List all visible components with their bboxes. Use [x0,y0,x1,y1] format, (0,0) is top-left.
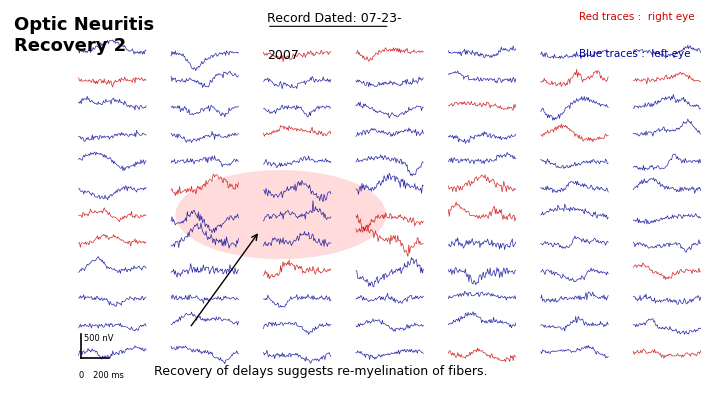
Text: 200 ms: 200 ms [94,371,125,379]
Text: Record Dated: 07-23-: Record Dated: 07-23- [267,12,401,25]
Ellipse shape [176,170,386,259]
Text: 500 nV: 500 nV [84,334,114,343]
Text: 2007: 2007 [267,49,299,62]
Text: Optic Neuritis
Recovery 2: Optic Neuritis Recovery 2 [14,16,154,55]
Text: Blue traces :  left eye: Blue traces : left eye [579,49,690,59]
Text: Red traces :  right eye: Red traces : right eye [579,12,695,22]
Text: 0: 0 [78,371,84,379]
Text: Recovery of delays suggests re-myelination of fibers.: Recovery of delays suggests re-myelinati… [155,364,488,377]
